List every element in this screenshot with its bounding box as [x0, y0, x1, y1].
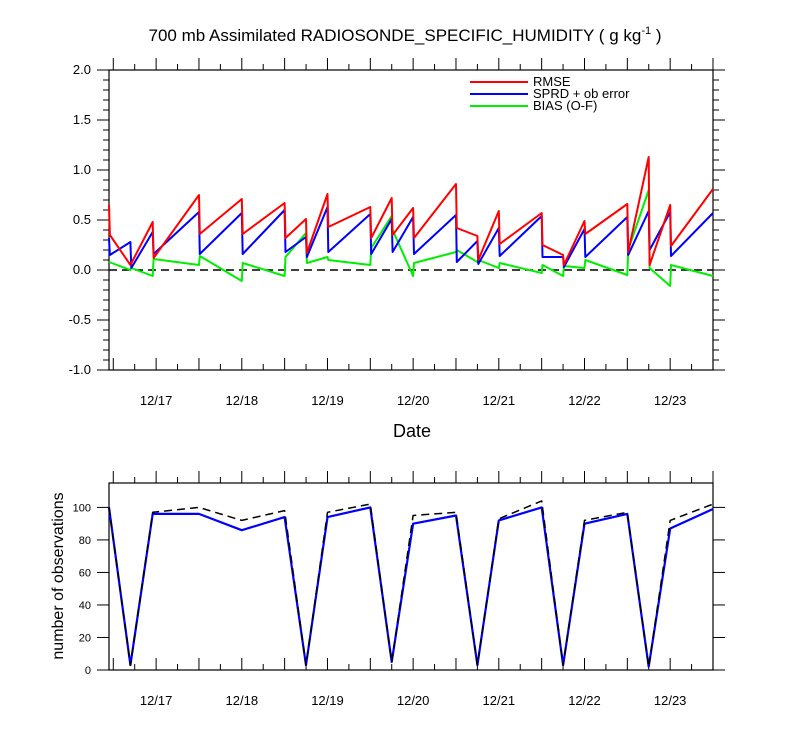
bottom-panel-grid: 0 20 40 60 80 100 12/17 12/18 12/19 12/20 12/21 12/… [73, 471, 725, 708]
top-x-tick-label: 12/21 [483, 393, 516, 408]
top-x-tick-label: 12/18 [226, 393, 259, 408]
bottom-y-tick-label: 40 [79, 600, 91, 612]
bottom-x-tick-label: 12/22 [568, 693, 601, 708]
x-axis-label: Date [393, 421, 431, 441]
bottom-x-tick-label: 12/23 [654, 693, 687, 708]
obs-line-used [107, 506, 714, 668]
legend-label-0: RMSE [533, 74, 571, 89]
top-y-tick-label: 2.0 [73, 62, 91, 77]
y-axis-label-observations: number of observations [50, 492, 67, 659]
top-y-tick-label: 1.5 [73, 112, 91, 127]
chart-title: 700 mb Assimilated RADIOSONDE_SPECIFIC_H… [149, 25, 662, 45]
bottom-x-tick-label: 12/21 [483, 693, 516, 708]
bottom-x-tick-label: 12/18 [226, 693, 259, 708]
top-x-tick-label: 12/17 [140, 393, 173, 408]
top-x-tick-label: 12/20 [397, 393, 430, 408]
bottom-x-tick-label: 12/19 [311, 693, 344, 708]
top-y-tick-label: 0.0 [73, 262, 91, 277]
top-x-tick-label: 12/22 [568, 393, 601, 408]
bottom-y-tick-label: 20 [79, 632, 91, 644]
bottom-y-tick-label: 100 [73, 502, 91, 514]
top-x-tick-label: 12/23 [654, 393, 687, 408]
bottom-x-tick-label: 12/17 [140, 693, 173, 708]
top-y-tick-label: 1.0 [73, 162, 91, 177]
legend-label-1: SPRD + ob error [533, 86, 630, 101]
top-y-tick-label: -1.0 [69, 362, 91, 377]
top-y-tick-label: -0.5 [69, 312, 91, 327]
series-line-rmse [108, 156, 714, 266]
bottom-y-tick-label: 60 [79, 567, 91, 579]
bottom-y-tick-label: 0 [85, 665, 91, 677]
obs-line-possible [108, 500, 714, 668]
bottom-x-tick-label: 12/20 [397, 693, 430, 708]
legend-label-2: BIAS (O-F) [533, 98, 597, 113]
bottom-frame [108, 482, 714, 671]
top-y-tick-label: 0.5 [73, 212, 91, 227]
top-x-tick-label: 12/19 [311, 393, 344, 408]
bottom-panel-series [107, 500, 714, 668]
bottom-y-tick-label: 80 [79, 535, 91, 547]
top-panel-series [108, 156, 714, 287]
top-panel-grid: -1.0 -0.5 0.0 0.5 1.0 1.5 2.0 12/17 12/18 12/19 12… [69, 58, 725, 408]
series-line-bias-o-f [108, 189, 714, 287]
